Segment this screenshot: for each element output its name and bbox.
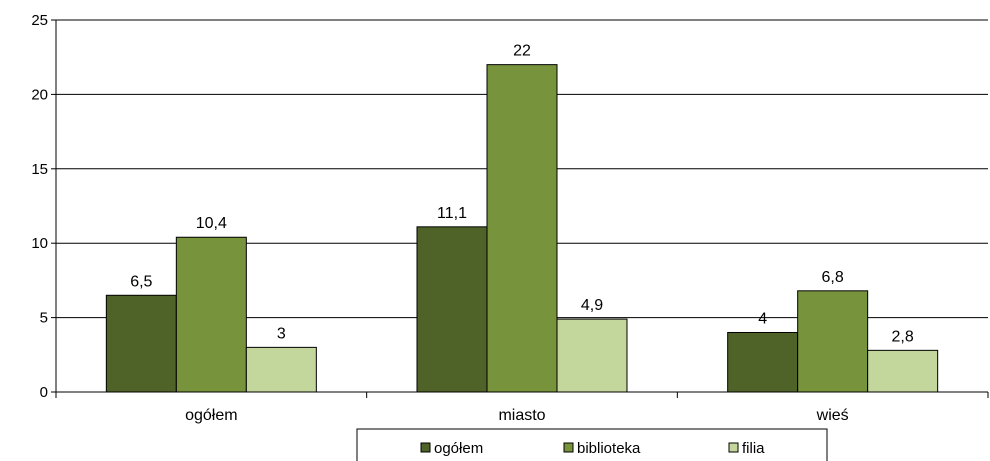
bar-ogółem-ogółem: [105, 294, 177, 393]
bars: [105, 64, 939, 393]
bar-biblioteka-wieś: [797, 290, 869, 393]
legend-label: filia: [742, 440, 765, 457]
legend-label: ogółem: [434, 440, 483, 457]
data-label: 3: [277, 325, 286, 342]
x-tick-label: ogółem: [185, 407, 237, 424]
y-tick-label: 10: [31, 235, 48, 252]
data-label: 4,9: [581, 297, 603, 314]
y-tick-label: 0: [40, 384, 48, 401]
bar-ogółem-miasto: [416, 226, 488, 393]
y-axis: 0 5 10 15 20 25: [31, 12, 57, 401]
y-tick-label: 20: [31, 86, 48, 103]
legend-swatch: [563, 442, 574, 453]
data-label: 10,4: [196, 215, 227, 232]
data-label: 6,5: [130, 273, 152, 290]
y-tick-label: 5: [40, 310, 48, 327]
data-labels: 6,5 10,4 3 11,1 22 4,9 4 6,8 2,8: [130, 43, 914, 346]
data-label: 11,1: [437, 205, 467, 222]
bar-ogółem-wieś: [727, 331, 799, 393]
bar-filia-ogółem: [245, 346, 317, 393]
bar-biblioteka-ogółem: [175, 236, 247, 393]
bar-filia-miasto: [556, 318, 628, 393]
x-tick-label: wieś: [816, 407, 849, 424]
legend-box: [356, 428, 828, 461]
data-label: 4: [758, 310, 767, 327]
legend-swatch: [728, 442, 739, 453]
y-tick-label: 25: [31, 12, 48, 29]
bar-filia-wieś: [867, 349, 939, 393]
x-tick-label: miasto: [498, 407, 545, 424]
bar-biblioteka-miasto: [486, 64, 558, 393]
legend-swatch: [420, 442, 431, 453]
x-axis: ogółem miasto wieś: [55, 391, 989, 424]
data-label: 22: [513, 43, 531, 60]
y-tick-label: 15: [31, 161, 48, 178]
data-label: 6,8: [822, 269, 844, 286]
legend-label: biblioteka: [577, 440, 641, 457]
legend: ogółem biblioteka filia: [356, 428, 828, 461]
data-label: 2,8: [892, 328, 914, 345]
